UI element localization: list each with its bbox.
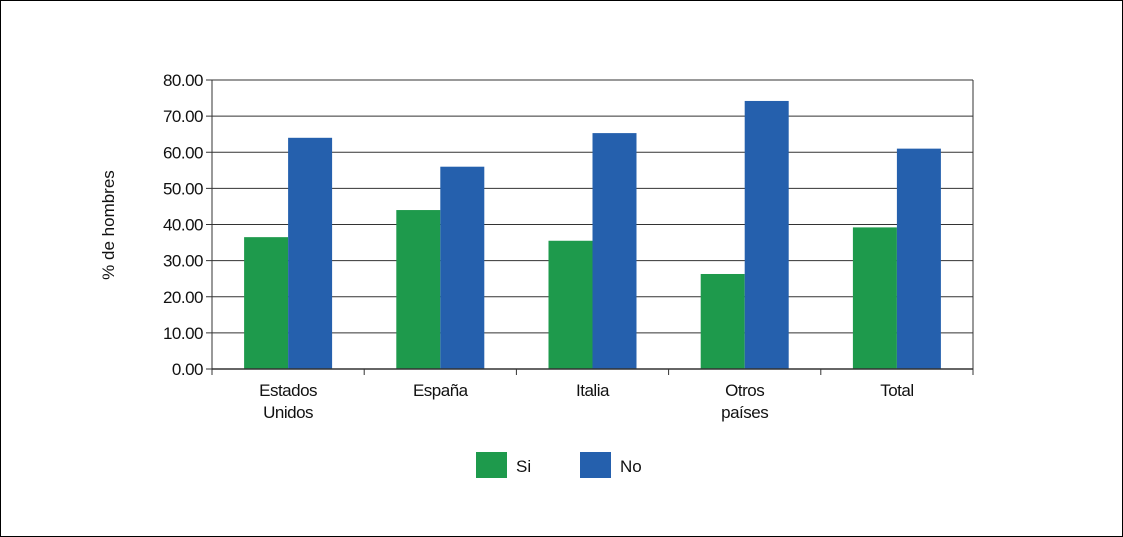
bar-no — [745, 101, 789, 369]
legend-label-no: No — [620, 457, 642, 476]
y-tick-label: 40.00 — [163, 216, 203, 235]
legend-label-si: Si — [516, 457, 531, 476]
y-tick-label: 70.00 — [163, 107, 203, 126]
bars — [244, 101, 941, 369]
y-axis-title: % de hombres — [99, 170, 118, 280]
y-tick-label: 50.00 — [163, 179, 203, 198]
y-tick-label: 60.00 — [163, 143, 203, 162]
bar-si — [244, 237, 288, 369]
x-tick-label: Unidos — [263, 403, 313, 422]
bar-no — [897, 149, 941, 369]
x-tick-label: España — [413, 381, 469, 400]
y-tick-label: 30.00 — [163, 252, 203, 271]
x-tick-label: Italia — [576, 381, 610, 400]
x-tick-label: Otros — [725, 381, 764, 400]
bar-no — [440, 167, 484, 369]
legend: Si No — [476, 452, 642, 478]
bar-si — [701, 274, 745, 369]
x-tick-label: Total — [880, 381, 913, 400]
y-tick-label: 20.00 — [163, 288, 203, 307]
x-tick-label: países — [721, 403, 768, 422]
bar-si — [396, 210, 440, 369]
legend-swatch-si — [476, 452, 507, 478]
legend-swatch-no — [580, 452, 611, 478]
bar-no — [593, 133, 637, 369]
bar-no — [288, 138, 332, 369]
x-tick-labels: Estados Unidos España Italia Otros países Tota… — [259, 381, 913, 422]
y-tick-labels: 0.00 10.00 20.00 30.00 40.00 50.00 60.00 70.00 8… — [163, 71, 203, 379]
y-tick-label: 10.00 — [163, 324, 203, 343]
y-tick-label: 0.00 — [172, 360, 203, 379]
x-tick-label: Estados — [259, 381, 317, 400]
y-tick-label: 80.00 — [163, 71, 203, 90]
bar-si — [853, 227, 897, 369]
bar-si — [549, 241, 593, 369]
